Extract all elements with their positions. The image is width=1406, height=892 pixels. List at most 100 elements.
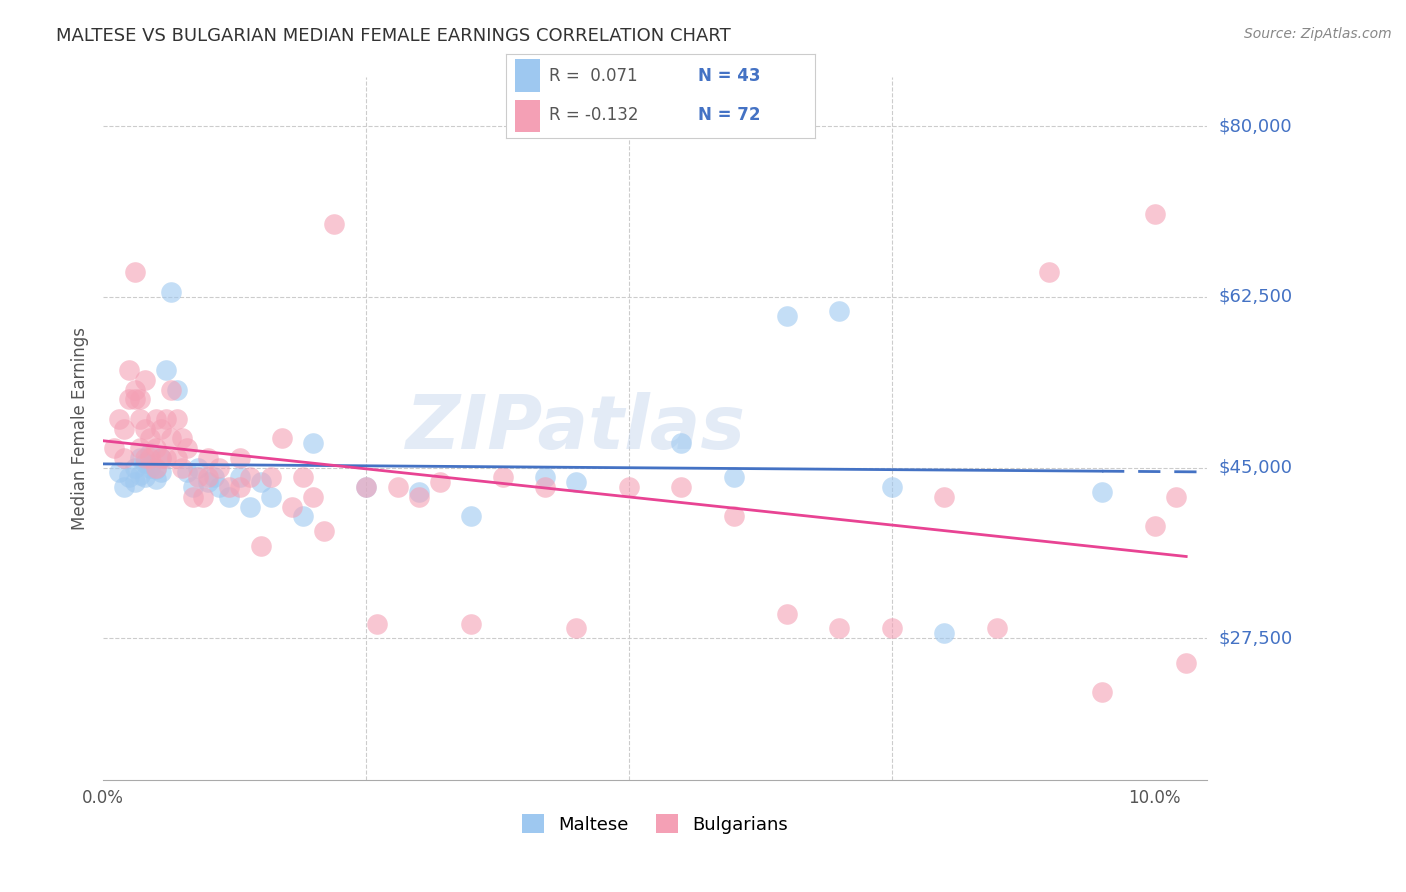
Point (229, 450, 252, 465)
Point (354, 480, 377, 494)
Point (671, 436, 693, 450)
Point (229, 480, 252, 494)
Y-axis label: Median Female Earnings: Median Female Earnings (72, 327, 89, 530)
Text: R =  0.071: R = 0.071 (550, 68, 638, 86)
Point (1091, 484, 1114, 499)
Point (160, 383, 183, 397)
Point (197, 470, 219, 484)
Point (134, 456, 156, 470)
Point (155, 363, 177, 377)
Point (260, 470, 283, 484)
Point (218, 490, 240, 504)
Text: Source: ZipAtlas.com: Source: ZipAtlas.com (1244, 27, 1392, 41)
Point (112, 480, 135, 494)
Point (124, 383, 146, 397)
Point (166, 383, 188, 397)
Point (149, 466, 172, 480)
Bar (516, 60, 540, 92)
Point (191, 490, 214, 504)
Point (723, 470, 745, 484)
Point (108, 411, 131, 425)
Point (260, 490, 283, 504)
Point (134, 421, 156, 435)
Point (828, 304, 851, 318)
Point (187, 470, 209, 484)
Point (1038, 265, 1060, 279)
Point (775, 607, 797, 621)
Point (181, 480, 204, 494)
Point (1143, 207, 1166, 221)
Point (160, 431, 183, 445)
Point (181, 490, 204, 504)
Point (149, 421, 172, 435)
Point (617, 480, 640, 494)
Point (129, 441, 152, 455)
Point (176, 466, 198, 480)
Point (155, 450, 177, 465)
Point (270, 431, 292, 445)
Point (166, 450, 188, 465)
Point (387, 480, 409, 494)
Point (429, 475, 451, 490)
Point (160, 285, 183, 299)
Text: $62,500: $62,500 (1219, 288, 1292, 306)
Point (124, 392, 146, 407)
Point (124, 475, 146, 490)
Text: R = -0.132: R = -0.132 (550, 106, 638, 124)
Bar (516, 100, 540, 132)
Point (1091, 685, 1114, 699)
Point (118, 470, 141, 484)
Point (239, 470, 262, 484)
Point (108, 466, 131, 480)
Point (139, 446, 162, 460)
Point (145, 472, 167, 486)
Point (149, 450, 172, 465)
Point (934, 626, 956, 640)
Point (354, 480, 377, 494)
Point (118, 392, 141, 407)
Point (197, 475, 219, 490)
Point (112, 450, 135, 465)
Point (1164, 490, 1187, 504)
Point (533, 470, 555, 484)
Point (828, 622, 851, 636)
Point (187, 460, 209, 475)
Point (145, 411, 167, 425)
Point (155, 411, 177, 425)
Point (323, 217, 346, 231)
Point (129, 450, 152, 465)
Point (239, 500, 262, 514)
Point (124, 265, 146, 279)
Point (202, 470, 225, 484)
Text: $27,500: $27,500 (1219, 629, 1292, 648)
Text: MALTESE VS BULGARIAN MEDIAN FEMALE EARNINGS CORRELATION CHART: MALTESE VS BULGARIAN MEDIAN FEMALE EARNI… (56, 27, 731, 45)
Point (934, 490, 956, 504)
Point (291, 470, 314, 484)
Point (533, 480, 555, 494)
Point (139, 431, 162, 445)
Point (197, 450, 219, 465)
Point (302, 436, 325, 450)
Point (129, 392, 152, 407)
Point (218, 480, 240, 494)
Point (145, 441, 167, 455)
Point (124, 460, 146, 475)
Point (492, 470, 515, 484)
Point (176, 441, 198, 455)
Point (281, 500, 304, 514)
Text: ZIPatlas: ZIPatlas (406, 392, 747, 465)
Point (145, 460, 167, 475)
Point (460, 616, 482, 631)
Text: N = 72: N = 72 (697, 106, 761, 124)
Text: $80,000: $80,000 (1219, 117, 1292, 136)
Point (112, 421, 135, 435)
Point (250, 475, 273, 490)
Point (166, 411, 188, 425)
Point (723, 509, 745, 524)
Point (129, 468, 152, 483)
Point (880, 480, 903, 494)
Point (145, 462, 167, 476)
Point (139, 450, 162, 465)
Point (250, 539, 273, 553)
Point (134, 373, 156, 387)
